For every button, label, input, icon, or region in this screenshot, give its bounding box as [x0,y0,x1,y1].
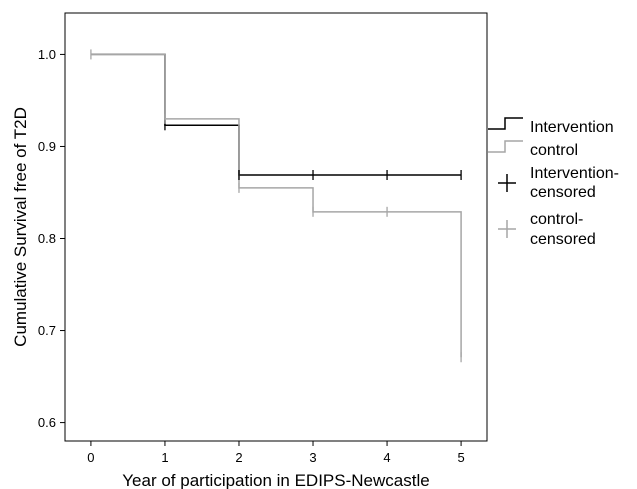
legend: Intervention control Intervention-censored… [488,118,619,248]
x-tick-label: 1 [161,450,168,465]
legend-swatch-control [488,141,523,152]
y-tick-label: 0.8 [38,231,56,246]
x-axis: 0 1 2 3 4 5 [87,441,464,465]
y-tick-label: 0.7 [38,323,56,338]
legend-label: Intervention [530,119,614,136]
x-tick-label: 4 [383,450,390,465]
plot-area [65,13,487,441]
y-tick-label: 1.0 [38,47,56,62]
legend-label: control- [530,211,583,228]
legend-label: control [530,142,578,159]
legend-label: censored [530,231,596,248]
legend-label: censored [530,184,596,201]
legend-label: Intervention- [530,165,619,182]
x-tick-label: 0 [87,450,94,465]
x-tick-label: 2 [235,450,242,465]
y-tick-label: 0.6 [38,415,56,430]
y-axis-title: Cumulative Survival free of T2D [11,107,30,347]
legend-swatch-intervention [488,118,523,129]
x-tick-label: 5 [457,450,464,465]
x-tick-label: 3 [309,450,316,465]
y-axis: 0.6 0.7 0.8 0.9 1.0 [38,47,65,430]
x-axis-title: Year of participation in EDIPS-Newcastle [122,471,429,489]
y-tick-label: 0.9 [38,139,56,154]
